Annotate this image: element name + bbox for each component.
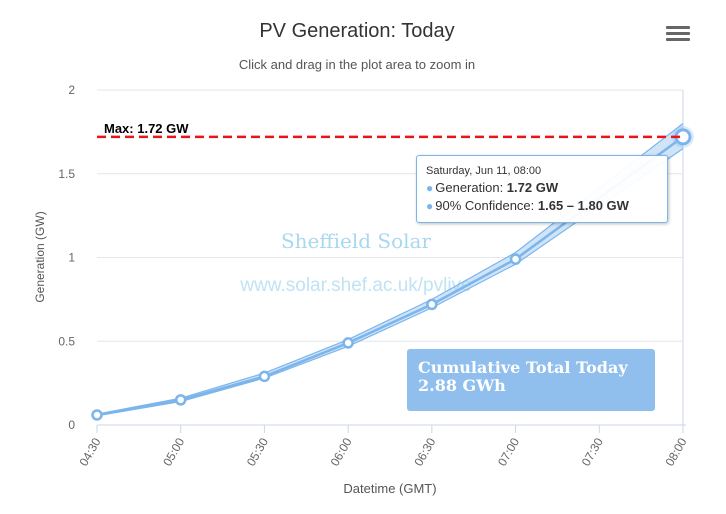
data-point[interactable]	[342, 337, 354, 349]
max-label: Max: 1.72 GW	[104, 121, 189, 136]
menu-bar	[666, 32, 690, 35]
grid-lines	[97, 89, 683, 342]
hamburger-menu-icon[interactable]	[664, 24, 692, 46]
data-point[interactable]	[426, 298, 438, 311]
tooltip-confidence-row: ● 90% Confidence: 1.65 – 1.80 GW	[426, 198, 629, 213]
tooltip-gen-value: 1.72 GW	[506, 180, 559, 195]
watermark: Sheffield Solar www.solar.shef.ac.uk/pvl…	[239, 229, 471, 296]
watermark-line1: Sheffield Solar	[281, 229, 431, 253]
y-tick-label: 1.5	[58, 167, 75, 181]
menu-bar	[666, 26, 690, 29]
x-axis-label: Datetime (GMT)	[343, 481, 436, 496]
data-point[interactable]	[174, 394, 187, 406]
tooltip-generation-row: ● Generation: 1.72 GW	[426, 180, 558, 195]
data-point[interactable]	[509, 253, 522, 265]
y-tick-label: 1	[68, 251, 75, 265]
bullet-icon: ●	[426, 181, 434, 195]
watermark-line2: www.solar.shef.ac.uk/pvlive	[239, 275, 471, 296]
x-tick-label: 04:30	[76, 435, 103, 468]
x-tick-label: 06:00	[328, 435, 355, 468]
y-tick-label: 0	[68, 418, 75, 432]
x-tick-label: 07:30	[579, 435, 606, 468]
chart-subtitle: Click and drag in the plot area to zoom …	[239, 57, 475, 72]
tooltip-conf-label: 90% Confidence:	[435, 198, 538, 213]
y-axis-ticks: 0 0.5 1 1.5 2	[58, 83, 75, 432]
data-tooltip: Saturday, Jun 11, 08:00 ● Generation: 1.7…	[416, 155, 668, 223]
data-points[interactable]	[91, 125, 695, 421]
cumulative-label: Cumulative Total Today	[418, 358, 628, 377]
cumulative-value: 2.88 GWh	[418, 376, 506, 395]
bullet-icon: ●	[426, 199, 434, 213]
x-tick-label: 05:30	[244, 435, 271, 468]
x-tick-label: 06:30	[411, 435, 438, 468]
y-tick-label: 0.5	[58, 334, 75, 348]
y-axis-label: Generation (GW)	[33, 211, 47, 302]
tooltip-gen-label: Generation:	[435, 180, 507, 195]
tooltip-conf-value: 1.65 – 1.80 GW	[537, 198, 629, 213]
x-tick-label: 05:00	[160, 435, 187, 468]
y-tick-label: 2	[68, 83, 75, 97]
menu-bar	[666, 38, 690, 41]
x-axis-ticks: 04:30 05:00 05:30 06:00 06:30 07:00 07:30 08:00	[76, 425, 690, 469]
cumulative-total-box: Cumulative Total Today 2.88 GWh	[407, 349, 655, 411]
x-tick-label: 07:00	[495, 435, 522, 468]
data-point[interactable]	[258, 370, 271, 383]
x-tick-label: 08:00	[662, 435, 689, 468]
data-point[interactable]	[91, 409, 103, 421]
tooltip-date: Saturday, Jun 11, 08:00	[426, 165, 542, 177]
chart-title: PV Generation: Today	[259, 20, 454, 42]
